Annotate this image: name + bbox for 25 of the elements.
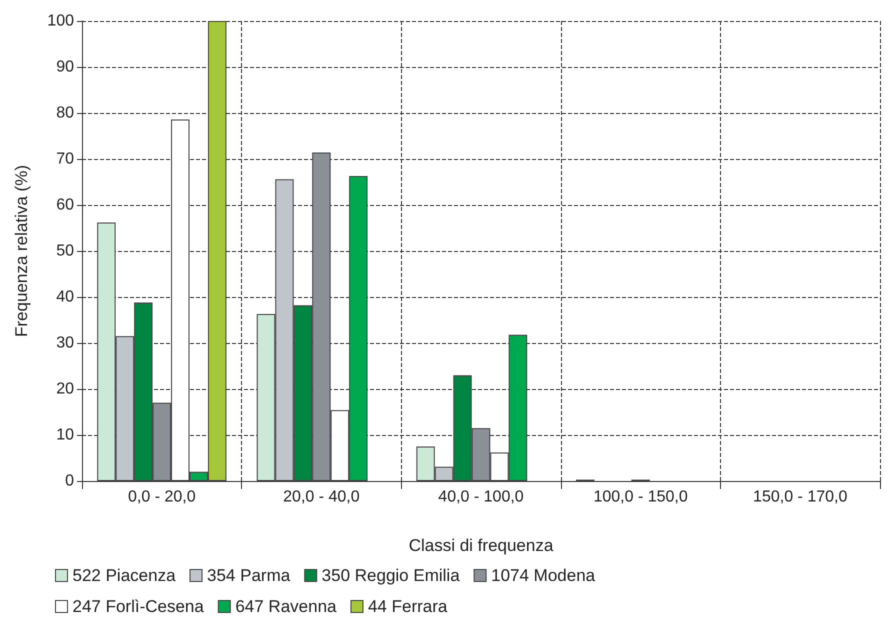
y-tick-label: 90 bbox=[56, 58, 74, 76]
x-tick-label: 0,0 - 20,0 bbox=[128, 488, 196, 506]
legend-label: 350 Reggio Emilia bbox=[322, 566, 460, 585]
x-tick-label: 100,0 - 150,0 bbox=[593, 488, 688, 506]
y-tick-label: 20 bbox=[56, 380, 74, 398]
x-tick-label: 20,0 - 40,0 bbox=[283, 488, 360, 506]
y-axis-title: Frequenza relativa (%) bbox=[12, 165, 31, 337]
y-tick-label: 80 bbox=[56, 104, 74, 122]
x-tick-label: 150,0 - 170,0 bbox=[753, 488, 848, 506]
y-tick-label: 0 bbox=[65, 472, 74, 490]
legend-label: 522 Piacenza bbox=[72, 566, 176, 585]
y-tick-label: 60 bbox=[56, 196, 74, 214]
y-tick-label: 100 bbox=[47, 12, 74, 30]
legend-label: 647 Ravenna bbox=[235, 597, 338, 616]
y-tick-label: 40 bbox=[56, 288, 74, 306]
legend-label: 247 Forlì-Cesena bbox=[72, 597, 204, 616]
y-tick-label: 70 bbox=[56, 150, 74, 168]
x-axis-title: Classi di frequenza bbox=[408, 536, 554, 555]
legend-label: 44 Ferrara bbox=[368, 597, 448, 616]
y-tick-label: 50 bbox=[56, 242, 74, 260]
y-tick-label: 30 bbox=[56, 334, 74, 352]
y-tick-label: 10 bbox=[56, 426, 74, 444]
legend-label: 354 Parma bbox=[207, 566, 291, 585]
x-tick-label: 40,0 - 100,0 bbox=[438, 488, 524, 506]
legend-label: 1074 Modena bbox=[491, 566, 596, 585]
